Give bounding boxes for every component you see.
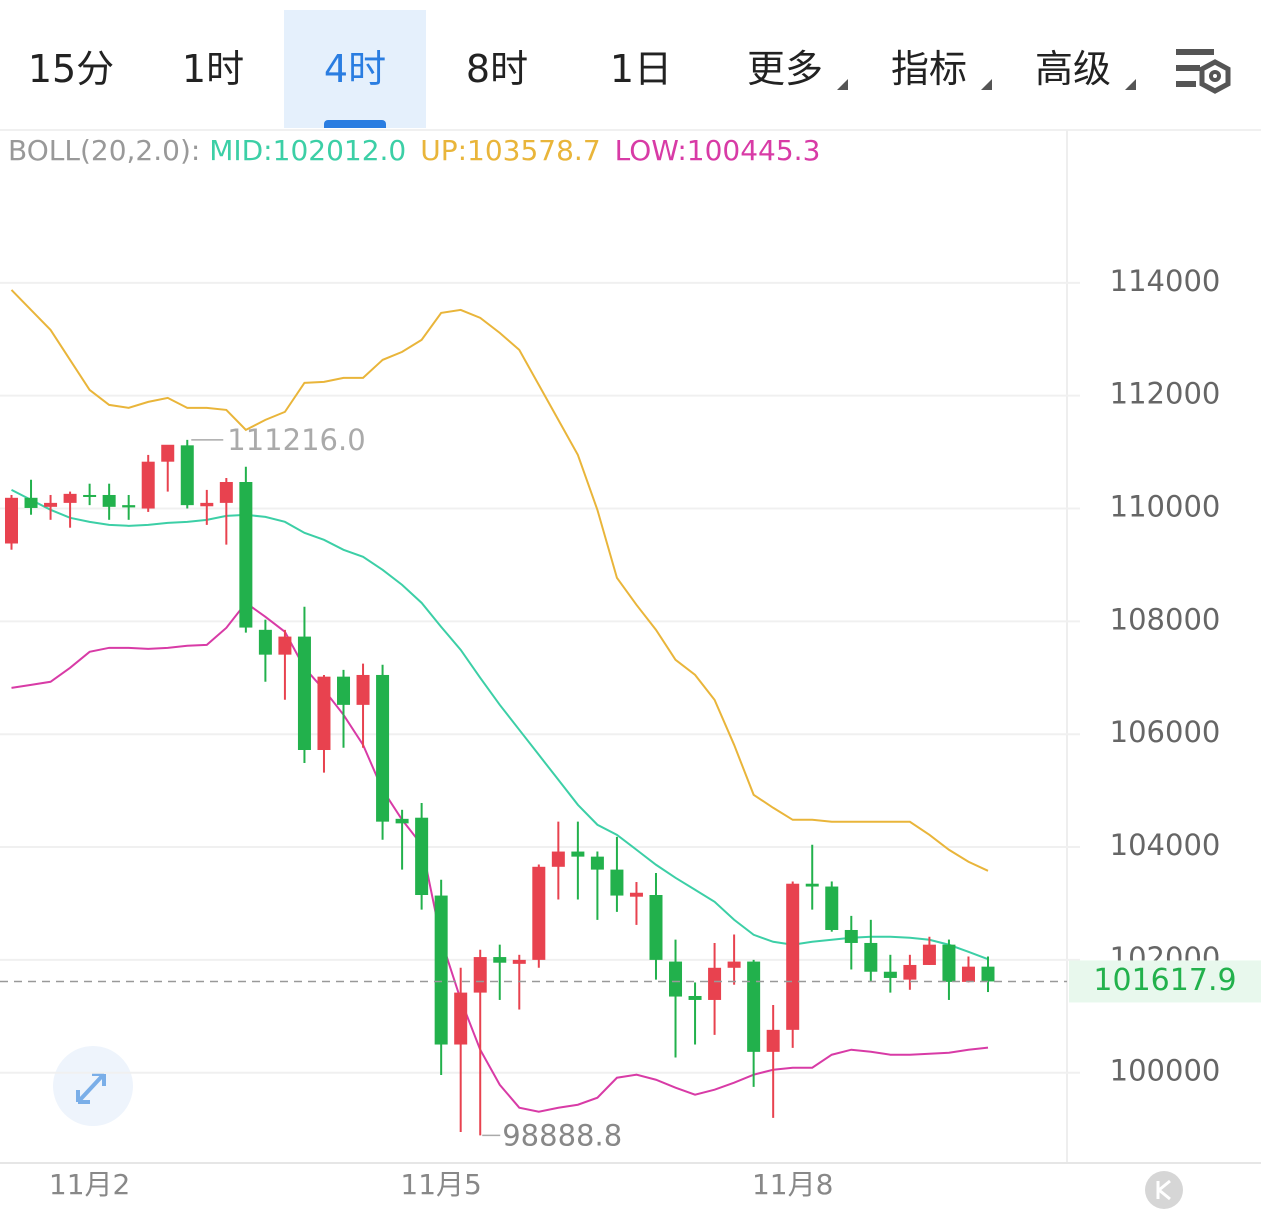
price-tag: 101617.9 [1093,963,1236,998]
dropdown-arrow [1125,79,1136,90]
candle-body [434,895,448,1045]
settings-icon[interactable] [1176,49,1231,94]
candle-body [747,961,761,1052]
y-tick-label: 108000 [1110,602,1221,636]
candle-body [395,818,409,824]
dropdown-arrow [981,79,992,90]
candle-body [415,817,429,896]
price-tag-bg [1069,960,1261,1003]
dropdown-arrow [837,79,848,90]
tab[interactable]: 指标 [858,10,1000,128]
candle-body [219,482,233,503]
candle-body [317,676,331,751]
candle-body [278,636,292,655]
candle-body [727,961,741,968]
candle-body [239,482,253,628]
candle-body [551,851,565,867]
y-tick-label: 100000 [1110,1054,1221,1088]
min-label: 98888.8 [502,1118,622,1152]
legend-value: 103578.7 [467,134,601,167]
x-tick-label: 11月8 [752,1168,833,1201]
candle-body [512,959,526,964]
indicator-label: BOLL(20,2.0): [8,134,201,167]
candle-body [24,497,38,508]
boll-legend: BOLL(20,2.0): MID:102012.0 UP:103578.7 LOW… [8,130,834,172]
candle-body [981,966,995,982]
candle-body [805,883,819,887]
tab[interactable]: 1时 [181,47,245,91]
tab[interactable]: 更多 [714,10,856,128]
max-label: 111216.0 [227,423,365,457]
candle-body [83,494,97,497]
tab[interactable]: 4时 [284,10,426,128]
candle-body [5,497,18,544]
candle-body [766,1029,780,1052]
candle-body [864,942,878,972]
candle-body [708,967,722,1000]
candle-body [102,494,116,507]
y-tick-label: 112000 [1110,377,1221,411]
legend-value: 100445.3 [686,134,821,167]
candle-body [571,851,585,857]
x-tick-label: 11月2 [49,1168,130,1201]
candle-body [532,866,546,960]
candle-body [590,856,604,870]
tab[interactable]: 1日 [609,47,673,91]
candle-body [122,505,136,508]
candle-body [44,502,58,507]
legend-name: MID: [209,134,273,167]
candle-body [493,957,507,963]
tab[interactable]: 高级 [1002,10,1144,128]
candle-body [844,929,858,943]
candle-body [297,636,311,751]
candle-body [161,444,175,462]
tab[interactable]: 8时 [465,47,529,91]
candle-body [649,895,663,960]
y-tick-label: 110000 [1110,490,1221,524]
x-tick-label: 11月5 [400,1168,481,1201]
candle-body [180,445,194,506]
candle-body [200,502,214,507]
candle-body [903,964,917,980]
legend-name: UP: [420,134,468,167]
boll-line [10,289,989,872]
candle-body [337,676,351,705]
boll-line [11,488,989,961]
expand-button[interactable] [53,1046,133,1126]
y-tick-label: 104000 [1110,828,1221,862]
candle-body [473,957,487,993]
candle-body [610,869,624,896]
candle-body [922,944,936,965]
candle-body [454,992,468,1045]
candle-body [883,971,897,978]
candle-body [825,886,839,930]
boll-line [11,601,989,1113]
candle-body [356,674,370,705]
candle-body [376,674,390,822]
candle-body [961,966,975,982]
candle-body [942,944,956,982]
candle-body [258,629,272,655]
candle-body [786,883,800,1030]
candle-body [141,461,155,509]
k-button[interactable] [1145,1171,1183,1209]
legend-value: 102012.0 [272,134,407,167]
candle-body [688,995,702,1000]
legend-name: LOW: [614,134,687,167]
candle-body [629,892,643,897]
candle-body [669,961,683,997]
tab[interactable]: 15分 [27,47,115,91]
y-tick-label: 106000 [1110,715,1221,749]
candle-body [63,493,77,503]
y-tick-label: 114000 [1110,264,1221,298]
